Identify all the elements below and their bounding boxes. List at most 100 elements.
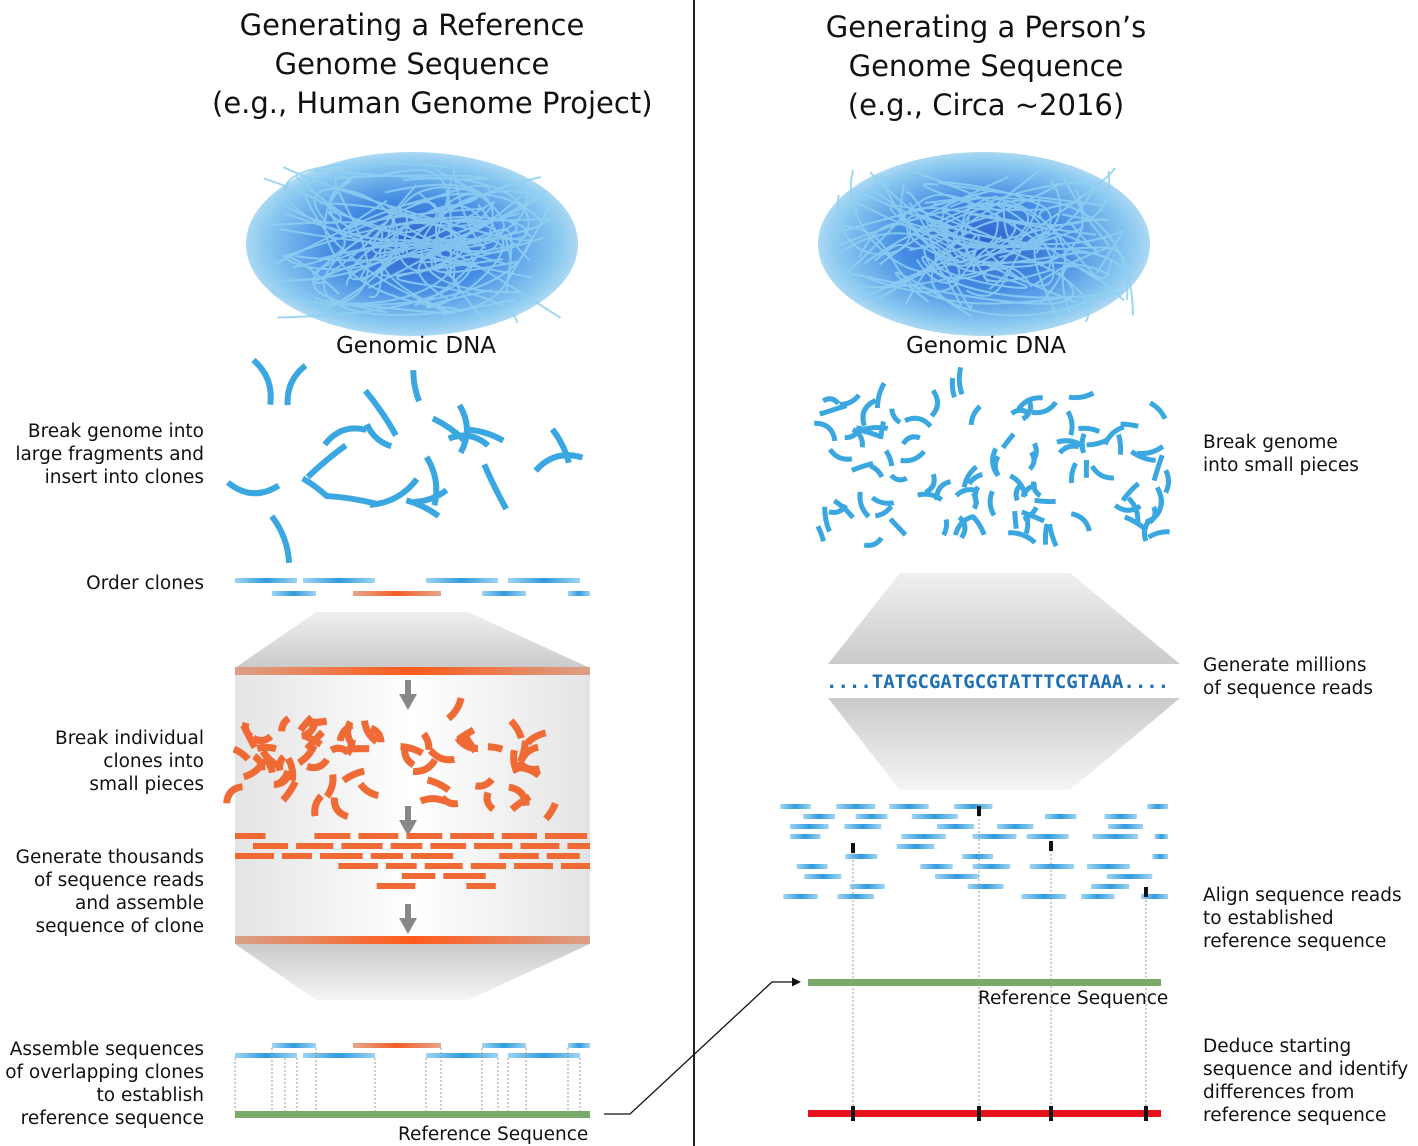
read-brick xyxy=(319,853,363,859)
fragment xyxy=(1034,497,1056,505)
fragment xyxy=(860,398,877,427)
fragment xyxy=(341,767,366,784)
read-brick xyxy=(443,873,486,879)
fragment xyxy=(322,425,368,447)
fragment xyxy=(326,492,377,507)
aligned-read xyxy=(1090,884,1130,889)
dna-strand xyxy=(324,179,458,310)
left-panel-title: Generating a Reference Genome Sequence (… xyxy=(212,6,653,123)
dna-strand xyxy=(348,211,409,281)
fragment xyxy=(297,744,318,766)
aligned-read xyxy=(889,804,929,809)
left-reference-bar xyxy=(235,1111,590,1118)
variant-markers-person xyxy=(851,1106,1148,1121)
fragment xyxy=(851,427,865,448)
left-title-line-1: Generating a Reference xyxy=(239,8,585,42)
fragment xyxy=(306,757,330,772)
left-step-break-label: Break genome into large fragments and in… xyxy=(0,420,204,489)
read-brick xyxy=(545,833,588,839)
dna-strand xyxy=(905,191,1084,248)
fragment xyxy=(251,733,274,745)
dna-strand xyxy=(935,242,1028,289)
fragment xyxy=(446,697,465,722)
fragment xyxy=(284,363,308,406)
fragment xyxy=(225,480,281,497)
aligned-read xyxy=(896,844,935,849)
fragment xyxy=(869,463,885,479)
text-line: to establish xyxy=(96,1085,204,1106)
dna-strand xyxy=(396,258,519,324)
fragment xyxy=(517,763,542,779)
fragment xyxy=(1046,523,1059,548)
aligned-read xyxy=(780,804,811,809)
fragment xyxy=(363,388,399,437)
dna-strand xyxy=(966,202,1046,254)
fragment xyxy=(957,515,968,540)
fragment xyxy=(423,455,440,506)
fragment xyxy=(1030,442,1039,463)
clone-bar-top xyxy=(235,667,590,675)
aligned-read xyxy=(953,804,993,809)
genomic-dna-blob-right xyxy=(818,152,1150,336)
zoom-funnel-top-right xyxy=(828,573,1180,664)
dna-strand xyxy=(894,271,973,318)
fragment xyxy=(420,731,433,751)
fragment xyxy=(1113,503,1142,513)
text-line: differences from xyxy=(1203,1082,1355,1103)
fragment xyxy=(1089,464,1115,481)
fragment xyxy=(456,403,470,455)
dna-strand xyxy=(941,195,998,273)
aligned-read xyxy=(849,884,885,889)
fragment xyxy=(1008,530,1037,545)
text-line: sequence and identify xyxy=(1203,1059,1409,1080)
aligned-read xyxy=(1147,804,1168,809)
read-brick xyxy=(314,833,351,839)
dna-strand xyxy=(315,169,489,181)
zoom-funnel-bottom xyxy=(235,944,590,1000)
left-step-order-label: Order clones xyxy=(86,573,204,594)
fragment xyxy=(510,749,521,775)
fragment xyxy=(259,749,284,771)
fragment xyxy=(992,455,1001,478)
read-brick xyxy=(470,863,507,869)
fragment xyxy=(483,791,496,813)
fragment xyxy=(285,756,297,782)
fragment xyxy=(1148,400,1168,420)
assembled-sequence-reads xyxy=(235,833,590,889)
aligned-read xyxy=(996,824,1034,829)
fragment xyxy=(344,739,357,756)
dna-strand xyxy=(931,264,1100,317)
fragment xyxy=(889,408,902,425)
fragment xyxy=(949,377,957,399)
fragment xyxy=(1016,395,1043,411)
text-line: Break genome xyxy=(1203,432,1338,453)
fragment xyxy=(1020,483,1038,498)
read-brick xyxy=(338,863,378,869)
text-line: Break individual xyxy=(55,728,204,749)
dna-strand xyxy=(850,188,1095,249)
text-line: to established xyxy=(1203,908,1334,929)
down-arrow-icon xyxy=(399,904,417,934)
fragment xyxy=(1065,410,1075,436)
fragment xyxy=(900,449,926,464)
fragment xyxy=(1120,481,1141,502)
text-line: Generate thousands xyxy=(15,847,204,868)
fragment xyxy=(439,794,459,808)
dna-strand xyxy=(284,168,505,249)
text-line: Generate millions xyxy=(1203,655,1367,676)
fragment xyxy=(1012,510,1019,529)
fragment xyxy=(323,773,337,799)
fragment xyxy=(427,748,456,764)
fragment xyxy=(821,396,841,406)
dna-strand xyxy=(380,212,544,277)
aligned-read xyxy=(783,894,818,899)
dna-strand xyxy=(295,175,439,234)
fragment xyxy=(814,420,838,442)
fragment xyxy=(874,381,887,409)
down-arrow-icon xyxy=(399,680,417,710)
clone-detail-box xyxy=(235,668,590,940)
fragment xyxy=(487,743,504,753)
dna-strand xyxy=(313,187,399,311)
fragment xyxy=(543,802,559,822)
aligned-read xyxy=(845,854,878,859)
